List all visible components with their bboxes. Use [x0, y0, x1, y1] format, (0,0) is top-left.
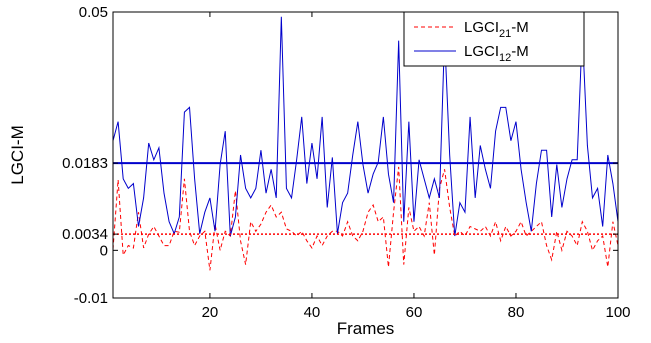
y-axis-title: LGCI-M: [8, 125, 27, 185]
x-tick-label: 20: [202, 304, 219, 321]
legend-label: LGCI21-M: [464, 19, 529, 40]
x-axis-title: Frames: [337, 319, 395, 338]
series-line-lgci-12: [112, 16, 619, 237]
series-line-lgci-21: [112, 166, 619, 271]
x-tick-label: 60: [406, 304, 423, 321]
legend: LGCI21-M LGCI12-M: [403, 11, 585, 67]
y-tick-label: -0.01: [74, 290, 108, 307]
ticks: 20 40 60 80 100 -0.01 00.0034 0.0183 0.05: [62, 4, 630, 321]
axes-frame: [112, 11, 619, 299]
x-tick-label: 80: [508, 304, 525, 321]
legend-label: LGCI12-M: [464, 43, 529, 64]
x-tick-label: 40: [304, 304, 321, 321]
y-tick-label: 0: [100, 242, 108, 259]
legend-box: [403, 11, 585, 67]
y-tick-label: 0.0034: [62, 226, 108, 243]
series-layer: [112, 16, 619, 271]
x-tick-label: 100: [605, 304, 630, 321]
y-tick-label: 0.05: [79, 4, 108, 21]
y-tick-label: 0.0183: [62, 155, 108, 172]
reference-lines: [113, 162, 618, 235]
